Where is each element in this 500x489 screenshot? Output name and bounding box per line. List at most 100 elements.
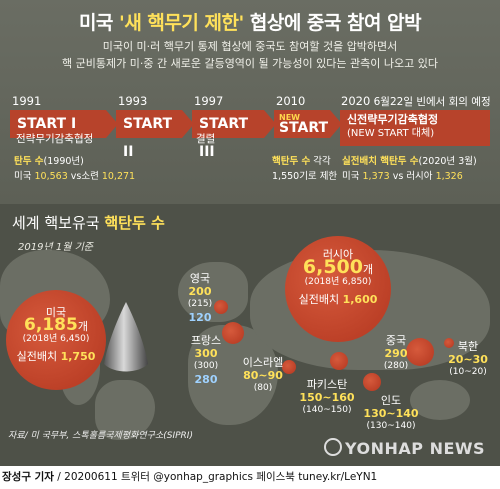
arrow-new-treaty: 신전략무기감축협정 (NEW START 대체) [340,110,490,146]
title-part1: 미국 [78,12,120,34]
note-2020-vs: vs 러시아 [389,171,436,182]
russia-name: 러시아 [322,248,354,261]
israel-prev: (80) [253,383,273,393]
source-note: 자료/ 미 국무부, 스톡홀름국제평화연구소(SIPRI) [8,431,193,441]
year-1991: 1991 [12,94,42,108]
pakistan-name: 파키스탄 [306,378,348,391]
russia-num: 6,500 [302,256,363,278]
credit-author: 장성구 기자 [2,471,54,483]
india-num: 130~140 [363,407,419,420]
label-start-1: START I [17,116,77,132]
note-1990-values: 미국 10,563 vs소련 10,271 [14,168,135,182]
uk-label: 영국 200 (215) 120 [182,272,218,324]
note-1990-ussr: 10,271 [101,171,136,182]
usa-label: 미국 6,185개 (2018년 6,450) 실전배치 1,750 [8,306,104,363]
russia-dep-label: 실전배치 [298,293,343,306]
map-oceania [410,380,470,420]
credit-rest: / 20200611 트위터 @yonhap_graphics 페이스북 tun… [53,471,378,483]
arrow-start-2: START II [116,110,194,160]
india-label: 인도 130~140 (130~140) [362,394,420,433]
usa-circle [6,290,106,390]
infographic: 미국 '새 핵무기 제한' 협상에 중국 참여 압박 미국이 미·러 핵무기 통… [0,0,500,466]
note-2020: 실전배치 핵탄두 수(2020년 3월) [342,153,477,167]
note-1990-us: 10,563 [34,171,68,182]
note-1990-vs: vs소련 [67,171,102,182]
arrow-start-3: START III [192,110,276,160]
uk-num: 200 [188,285,212,298]
label-new-treaty: 신전략무기감축협정 [347,113,439,126]
title-highlight: '새 핵무기 제한' [119,12,244,34]
year-2020-number: 2020 [341,94,371,108]
note-2010-limit: 1,550기로 제한 [272,171,338,182]
note-1990-extra: (1990년) [43,156,84,167]
usa-dep-label: 실전배치 [16,350,61,363]
russia-circle [285,236,391,342]
subtitle-line-1: 미국이 미·러 핵무기 통제 협상에 중국도 참여할 것을 압박하면서 [102,40,398,53]
nkorea-circle [444,338,454,348]
arrow-new-start: NEW START [274,110,342,138]
china-name: 중국 [385,334,407,347]
basis-date: 2019년 1월 기준 [18,242,93,253]
year-1997: 1997 [194,94,224,108]
nkorea-label: 북한 20~30 (10~20) [444,340,492,379]
note-2020-values: 미국 1,373 vs 러시아 1,326 [342,168,463,182]
israel-circle [282,360,296,374]
section-highlight: 핵탄두 수 [104,214,165,232]
usa-dep: 1,750 [60,350,96,363]
arrow-start-1: START I [10,110,118,138]
warhead-icon [104,302,148,372]
russia-label: 러시아 6,500개 (2018년 6,850) 실전배치 1,600 [288,248,388,306]
france-prev: (300) [193,361,219,371]
russia-unit: 개 [362,263,374,276]
note-2010-hl: 핵탄두 수 [272,156,311,167]
usa-num: 6,185 [24,315,78,335]
france-label: 프랑스 300 (300) 280 [186,334,226,386]
note-2020-us-label: 미국 [342,171,363,182]
title: 미국 '새 핵무기 제한' 협상에 중국 참여 압박 [0,8,500,35]
russia-dep: 1,600 [342,293,378,306]
label-start-3: START III [199,116,249,160]
year-2020-date: 6월22일 빈에서 회의 예정 [370,96,491,108]
note-2020-extra: (2020년 3월) [418,156,477,167]
pakistan-label: 파키스탄 150~160 (140~150) [296,378,358,417]
china-prev: (280) [383,361,409,371]
india-circle [363,373,381,391]
desc-start-3: 결렬 [196,133,216,145]
israel-num: 80~90 [243,369,283,382]
france-dep: 280 [194,373,218,386]
uk-prev: (215) [187,299,213,309]
header-background [0,0,500,218]
year-2010: 2010 [276,94,306,108]
note-2010: 핵탄두 수 각각 [272,153,331,167]
desc-start-1: 전략무기감축협정 [16,133,94,145]
israel-name: 이스라엘 [242,356,284,369]
pakistan-circle [330,352,348,370]
russia-prev: (2018년 6,850) [304,277,372,287]
israel-label: 이스라엘 80~90 (80) [238,356,288,395]
note-2020-russia: 1,326 [435,171,463,182]
subtitle-line-2: 핵 군비통제가 미·중 간 새로운 갈등영역이 될 가능성이 있다는 관측이 나… [62,57,438,70]
credit-bar: 장성구 기자 / 20200611 트위터 @yonhap_graphics 페… [0,466,500,489]
title-part2: 협상에 중국 참여 압박 [243,12,422,34]
label-new-start: START [279,120,329,136]
uk-name: 영국 [189,272,211,285]
france-circle [222,322,244,344]
china-label: 중국 290 (280) [376,334,416,373]
logo-icon [324,438,342,456]
usa-unit: 개 [77,320,88,333]
new-label: NEW [279,113,300,122]
yonhap-logo: YONHAP NEWS [324,438,485,458]
uk-dep: 120 [188,311,212,324]
note-2020-hl: 실전배치 핵탄두 수 [342,156,419,167]
uk-circle [214,300,228,314]
map-south-america [95,380,155,440]
note-1990-hl: 탄두 수 [14,156,44,167]
note-1990: 탄두 수(1990년) [14,153,84,167]
usa-name: 미국 [45,306,67,319]
section-prefix: 세계 핵보유국 [12,214,105,232]
pakistan-num: 150~160 [299,391,355,404]
logo-text: YONHAP NEWS [345,439,486,458]
map-europe [178,262,248,322]
nkorea-prev: (10~20) [449,367,487,377]
label-start-2: START II [123,116,173,160]
